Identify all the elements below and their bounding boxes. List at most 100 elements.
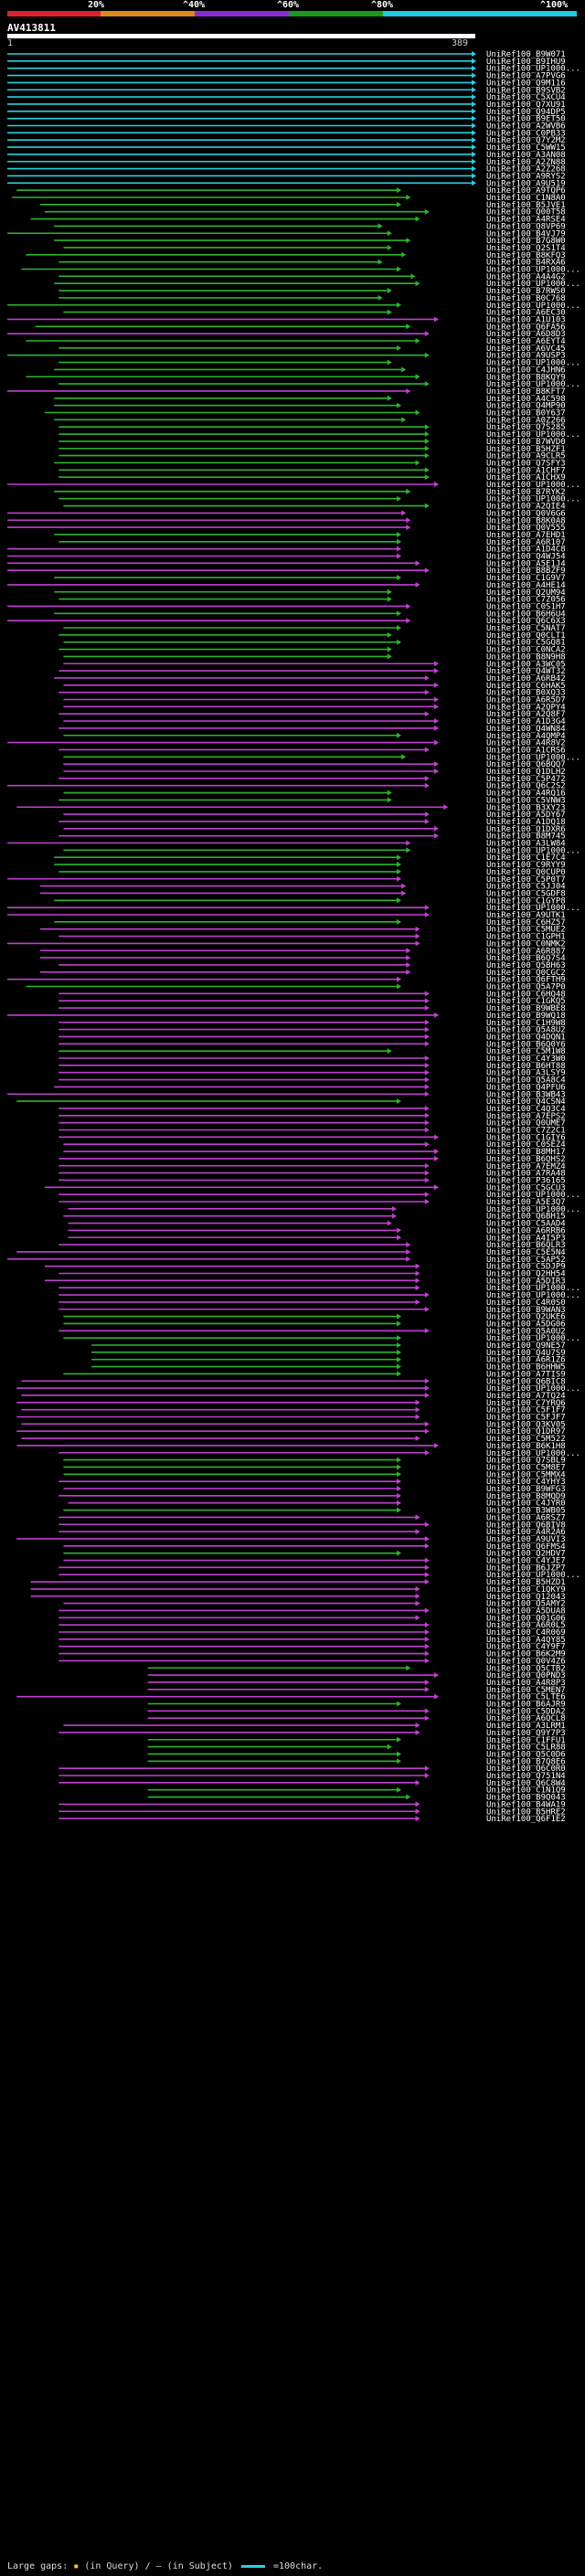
hit-row[interactable]: UniRef100_Q6FMS4 [63, 1542, 566, 1552]
hit-row[interactable]: UniRef100_Q0PND3 [147, 1671, 566, 1680]
hit-row[interactable]: UniRef100_Q5CTB2 [147, 1664, 566, 1673]
hit-label[interactable]: UniRef100_Q0V555 [486, 524, 566, 533]
hit-row[interactable]: UniRef100_A1D3G4 [63, 717, 566, 726]
hit-row[interactable]: UniRef100_Q2S1T4 [63, 244, 566, 253]
hit-row[interactable]: UniRef100_B4RXA6 [58, 259, 566, 268]
hit-row[interactable]: UniRef100_C5M1W8 [58, 1047, 566, 1056]
hit-label[interactable]: UniRef100_A6VC45 [486, 345, 566, 354]
hit-row[interactable]: UniRef100_C0NMK2 [7, 939, 566, 949]
hit-label[interactable]: UniRef100_A4RSE4 [486, 216, 566, 225]
hit-label[interactable]: UniRef100_B7WVD0 [486, 438, 566, 447]
hit-row[interactable]: UniRef100_A5E3Q7 [58, 1198, 566, 1207]
hit-label[interactable]: UniRef100_C4YJE7 [486, 1557, 566, 1566]
hit-label[interactable]: UniRef100_C5AAD4 [486, 1220, 566, 1229]
hit-label[interactable]: UniRef100_B8MQD9 [486, 1492, 566, 1501]
hit-label[interactable]: UniRef100_B8K0A8 [486, 516, 566, 525]
hit-label[interactable]: UniRef100_C5GQ81 [486, 639, 566, 648]
hit-label[interactable]: UniRef100_Q6C2S2 [486, 782, 566, 791]
hit-row[interactable]: UniRef100_A4QY85 [58, 1636, 566, 1645]
hit-label[interactable]: UniRef100_Q2S1T4 [486, 244, 566, 253]
hit-label[interactable]: UniRef100_Q0CUP0 [486, 868, 566, 877]
hit-label[interactable]: UniRef100_C4R0S0 [486, 1299, 566, 1308]
hit-label[interactable]: UniRef100_C5E5N4 [486, 1248, 566, 1257]
hit-row[interactable]: UniRef100_Q0CUP0 [58, 868, 566, 877]
hit-label[interactable]: UniRef100_A1DQ18 [486, 818, 566, 827]
hit-label[interactable]: UniRef100_Q6C8W4 [486, 1779, 566, 1788]
hit-label[interactable]: UniRef100_Q5BH63 [486, 961, 566, 970]
hit-label[interactable]: UniRef100_B9WBE8 [486, 1004, 566, 1013]
hit-label[interactable]: UniRef100_A7PVG6 [486, 72, 566, 81]
hit-label[interactable]: UniRef100_A5E3Q7 [486, 1198, 566, 1207]
hit-label[interactable]: UniRef100_A2ZN88 [486, 158, 566, 167]
hit-label[interactable]: UniRef100_A4R8V2 [486, 739, 566, 748]
hit-row[interactable]: UniRef100_C5P472 [58, 775, 566, 784]
hit-label[interactable]: UniRef100_C4JHN6 [486, 366, 566, 375]
hit-label[interactable]: UniRef100_B8KQY9 [486, 373, 566, 382]
hit-label[interactable]: UniRef100_Q0PND3 [486, 1671, 566, 1680]
hit-row[interactable]: UniRef100_C5M522 [21, 1435, 566, 1444]
hit-label[interactable]: UniRef100_Q6BIV8 [486, 1521, 566, 1530]
hit-row[interactable]: UniRef100_B5JVE1 [39, 201, 566, 210]
hit-label[interactable]: UniRef100_B6K1H8 [486, 1442, 566, 1451]
hit-row[interactable]: UniRef100_A2Q8F7 [58, 710, 566, 719]
hit-label[interactable]: UniRef100_UP1000... [486, 1334, 580, 1343]
hit-row[interactable]: UniRef100_A6EC30 [63, 309, 566, 318]
hit-label[interactable]: UniRef100_Q1DXR6 [486, 825, 566, 834]
hit-label[interactable]: UniRef100_A4R8P3 [486, 1679, 566, 1688]
hit-label[interactable]: UniRef100_C1GPH1 [486, 933, 566, 942]
hit-row[interactable]: UniRef100_Q00T58 [44, 208, 566, 217]
hit-row[interactable]: UniRef100_Q6F1E2 [58, 1815, 566, 1824]
hit-row[interactable]: UniRef100_Q6C0R0 [58, 1765, 566, 1774]
hit-row[interactable]: UniRef100_A6R887 [39, 947, 566, 956]
hit-row[interactable]: UniRef100_Q1DLH2 [63, 768, 566, 777]
hit-label[interactable]: UniRef100_Q4WJ54 [486, 553, 566, 562]
hit-row[interactable]: UniRef100_C5GCU3 [44, 1183, 566, 1193]
hit-label[interactable]: UniRef100_C9RYY9 [486, 861, 566, 870]
hit-row[interactable]: UniRef100_C5AAD4 [68, 1220, 566, 1229]
hit-row[interactable]: UniRef100_B9Q043 [147, 1794, 566, 1803]
hit-label[interactable]: UniRef100_A6D8D3 [486, 330, 566, 339]
hit-label[interactable]: UniRef100_A2WVB6 [486, 122, 566, 132]
hit-label[interactable]: UniRef100_A6RSZ7 [486, 1513, 566, 1522]
hit-label[interactable]: UniRef100_A9CLR5 [486, 452, 566, 461]
hit-row[interactable]: UniRef100_A6EYT4 [26, 337, 566, 346]
hit-row[interactable]: UniRef100_UP1000... [58, 359, 580, 368]
hit-label[interactable]: UniRef100_Q6F1E2 [486, 1815, 566, 1824]
hit-row[interactable]: UniRef100_Q0UME7 [58, 1119, 566, 1129]
hit-row[interactable]: UniRef100_C5MUE2 [39, 926, 566, 935]
hit-label[interactable]: UniRef100_A7TIS9 [486, 1370, 566, 1379]
hit-row[interactable]: UniRef100_C4Y3W0 [58, 1055, 566, 1064]
hit-label[interactable]: UniRef100_C1N1Q9 [486, 1786, 566, 1796]
hit-row[interactable]: UniRef100_Q4MP90 [54, 402, 566, 411]
hit-label[interactable]: UniRef100_B6K2M9 [486, 1650, 566, 1659]
hit-row[interactable]: UniRef100_Q2HH54 [58, 1270, 566, 1279]
hit-row[interactable]: UniRef100_B7Q8E6 [147, 1757, 566, 1766]
hit-label[interactable]: UniRef100_C5GDF8 [486, 889, 566, 898]
hit-row[interactable]: UniRef100_A2QPY4 [63, 703, 566, 712]
hit-label[interactable]: UniRef100_Q4PFU6 [486, 1083, 566, 1092]
hit-label[interactable]: UniRef100_A3WC05 [486, 660, 566, 669]
hit-label[interactable]: UniRef100_Q94DP5 [486, 108, 566, 117]
hit-row[interactable]: UniRef100_A4QMP4 [63, 732, 566, 741]
hit-label[interactable]: UniRef100_A5DUA8 [486, 1606, 566, 1616]
hit-label[interactable]: UniRef100_A1D4C8 [486, 546, 566, 555]
hit-label[interactable]: UniRef100_UP1000... [486, 430, 580, 440]
hit-row[interactable]: UniRef100_Q6FTH9 [7, 976, 566, 985]
hit-label[interactable]: UniRef100_A1D3G4 [486, 717, 566, 726]
hit-row[interactable]: UniRef100_A2WVB6 [7, 122, 566, 132]
hit-row[interactable]: UniRef100_UP1000... [58, 1449, 580, 1458]
hit-row[interactable]: UniRef100_B9SVB2 [7, 86, 566, 95]
hit-row[interactable]: UniRef100_Q6BIV8 [58, 1521, 566, 1530]
hit-label[interactable]: UniRef100_C5AP52 [486, 1256, 566, 1265]
hit-label[interactable]: UniRef100_C4YHY3 [486, 1478, 566, 1487]
hit-row[interactable]: UniRef100_Q1DXR6 [63, 825, 566, 834]
hit-label[interactable]: UniRef100_B9SVB2 [486, 86, 566, 95]
hit-row[interactable]: UniRef100_B8N9H8 [63, 652, 566, 662]
hit-row[interactable]: UniRef100_C1N8A0 [12, 194, 566, 203]
hit-row[interactable]: UniRef100_Q0CLT1 [58, 631, 566, 641]
hit-row[interactable]: UniRef100_A6RSZ7 [58, 1513, 566, 1522]
hit-row[interactable]: UniRef100_A0Z266 [54, 416, 566, 425]
hit-label[interactable]: UniRef100_Q9NE57 [486, 1341, 566, 1351]
hit-label[interactable]: UniRef100_UP1000... [486, 1191, 580, 1200]
hit-row[interactable]: UniRef100_B7RYK2 [54, 488, 566, 497]
